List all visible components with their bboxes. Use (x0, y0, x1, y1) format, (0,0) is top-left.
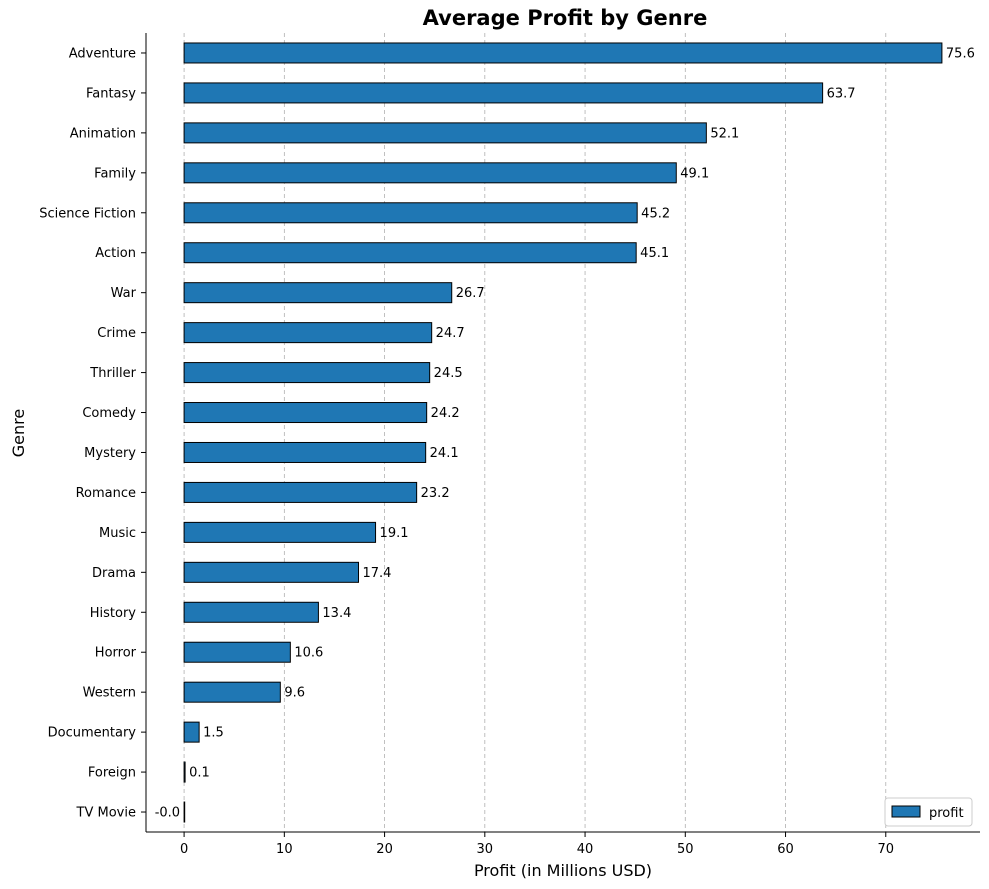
y-tick-label: Adventure (69, 46, 136, 61)
grid-lines (183, 33, 887, 832)
legend-frame (884, 797, 973, 827)
bar (183, 721, 200, 743)
bar (183, 282, 453, 304)
bar (183, 681, 281, 703)
y-tick-label: Horror (95, 646, 137, 661)
x-tick-label: 50 (677, 842, 694, 857)
bar (183, 521, 377, 543)
y-tick-label: Fantasy (86, 86, 136, 101)
data-label: 10.6 (294, 646, 323, 661)
bar (183, 761, 186, 783)
data-label: 23.2 (421, 486, 450, 501)
data-label: 49.1 (680, 166, 709, 181)
y-tick-label: Action (95, 246, 136, 261)
y-tick-label: Foreign (88, 766, 136, 781)
y-tick-label: Western (83, 686, 136, 701)
y-tick-label: War (111, 286, 137, 301)
bar (183, 402, 428, 424)
legend-label: profit (929, 806, 964, 821)
axes (141, 33, 980, 837)
bar (183, 42, 943, 64)
legend-swatch (891, 805, 921, 818)
y-tick-label: History (90, 606, 137, 621)
data-label: 13.4 (322, 606, 351, 621)
y-tick-label: Drama (92, 566, 136, 581)
y-axis-label: Genre (9, 409, 28, 457)
bar (183, 202, 638, 224)
legend: profit (884, 797, 973, 827)
data-label: -0.0 (155, 806, 180, 821)
x-tick-label: 10 (276, 842, 293, 857)
chart-title: Average Profit by Genre (423, 6, 708, 30)
x-tick-label: 30 (477, 842, 494, 857)
bar (183, 82, 824, 104)
bar (183, 162, 677, 184)
x-tick-label: 0 (180, 842, 188, 857)
bar (183, 441, 427, 463)
data-label: 19.1 (380, 526, 409, 541)
x-tick-labels: 0 10 20 30 40 50 60 70 (180, 842, 894, 857)
y-tick-labels: Adventure Fantasy Animation Family Science F… (39, 46, 136, 820)
data-label: 45.2 (641, 206, 670, 221)
x-tick-label: 40 (577, 842, 594, 857)
data-label: 24.2 (431, 406, 460, 421)
x-axis-label: Profit (in Millions USD) (474, 861, 652, 880)
y-tick-label: Crime (97, 326, 136, 341)
bar (183, 122, 707, 144)
data-label: 9.6 (284, 686, 305, 701)
bar (183, 362, 431, 384)
y-tick-label: Documentary (48, 726, 137, 741)
y-tick-label: Music (99, 526, 136, 541)
bar (183, 801, 186, 823)
y-tick-label: Mystery (84, 446, 136, 461)
x-tick-label: 70 (878, 842, 895, 857)
bar (183, 641, 291, 663)
data-label: 45.1 (640, 246, 669, 261)
data-label: 24.7 (436, 326, 465, 341)
y-tick-label: Family (94, 166, 136, 181)
data-label: 1.5 (203, 726, 224, 741)
bar (183, 242, 637, 264)
data-label: 17.4 (363, 566, 392, 581)
bar (183, 322, 433, 344)
data-label: 63.7 (827, 86, 856, 101)
y-tick-label: Thriller (89, 366, 136, 381)
data-label: 75.6 (946, 46, 975, 61)
bars (183, 42, 943, 823)
data-label: 24.1 (430, 446, 459, 461)
y-tick-label: Science Fiction (39, 206, 136, 221)
y-tick-label: Comedy (82, 406, 136, 421)
bar (183, 601, 319, 623)
x-tick-label: 60 (777, 842, 794, 857)
y-tick-label: Romance (76, 486, 136, 501)
x-tick-label: 20 (376, 842, 393, 857)
data-label: 52.1 (710, 126, 739, 141)
data-label: 0.1 (189, 766, 210, 781)
bar (183, 481, 418, 503)
y-tick-label: Animation (70, 126, 136, 141)
bar (183, 561, 360, 583)
data-label: 26.7 (456, 286, 485, 301)
value-labels: 75.6 63.7 52.1 49.1 45.2 45.1 26.7 24.7 24.5 24.2… (155, 46, 975, 820)
data-label: 24.5 (434, 366, 463, 381)
y-tick-label: TV Movie (76, 806, 136, 821)
